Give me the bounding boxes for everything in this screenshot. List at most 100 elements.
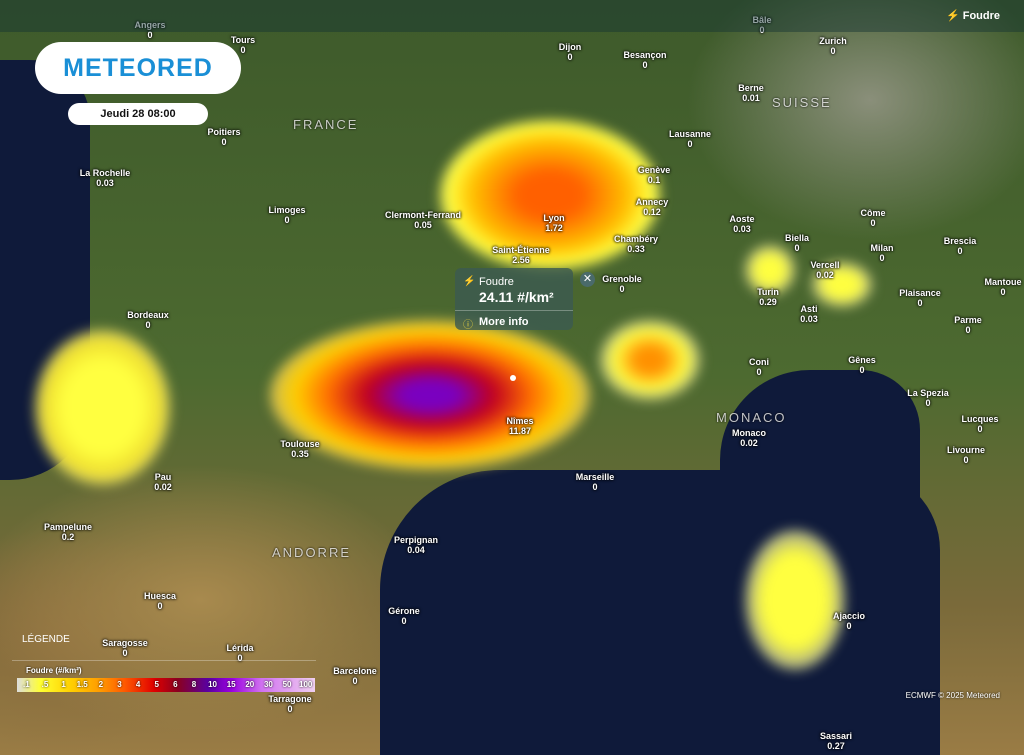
city-name: Côme: [860, 208, 886, 218]
city-value: 2.56: [512, 255, 530, 265]
city-label[interactable]: Ajaccio 0: [833, 611, 865, 631]
scale-step: 4: [135, 680, 141, 689]
city-label[interactable]: Lérida 0: [226, 643, 253, 663]
city-name: Ajaccio: [832, 611, 866, 621]
city-label[interactable]: Aoste 0.03: [729, 214, 754, 234]
city-label[interactable]: Nîmes 11.87: [506, 416, 533, 436]
city-label[interactable]: Lausanne 0: [669, 129, 711, 149]
city-value: 0: [221, 137, 227, 147]
scale-step: 100: [299, 680, 313, 689]
city-label[interactable]: Côme 0: [860, 208, 885, 228]
city-name: Gérone: [388, 606, 420, 616]
credit: ECMWF © 2025 Meteored: [905, 691, 1000, 700]
city-label[interactable]: Parme 0: [954, 315, 982, 335]
layer-selector[interactable]: ⚡ Foudre: [946, 9, 1000, 22]
storm-cell: [745, 530, 845, 670]
city-value: 0: [401, 616, 407, 626]
city-value: 0.03: [733, 224, 751, 234]
city-value: 0: [925, 398, 931, 408]
city-label[interactable]: Sassari 0.27: [820, 731, 852, 751]
city-label[interactable]: Barcelone 0: [333, 666, 377, 686]
city-name: Nîmes: [506, 416, 534, 426]
city-label[interactable]: Lyon 1.72: [543, 213, 564, 233]
more-info-link[interactable]: More info: [479, 316, 529, 328]
city-value: 0.35: [291, 449, 309, 459]
city-value: 0: [859, 365, 865, 375]
city-value: 0: [157, 601, 163, 611]
city-label[interactable]: Zurich 0: [819, 36, 847, 56]
city-label[interactable]: Grenoble 0: [602, 274, 642, 294]
city-label[interactable]: Tours 0: [231, 35, 255, 55]
city-label[interactable]: Clermont-Ferrand 0.05: [385, 210, 461, 230]
city-label[interactable]: Monaco 0.02: [732, 428, 766, 448]
city-value: 0: [240, 45, 246, 55]
city-label[interactable]: Marseille 0: [576, 472, 615, 492]
top-bar: ⚡ Foudre: [0, 0, 1024, 32]
city-label[interactable]: Pampelune 0.2: [44, 522, 92, 542]
city-label[interactable]: Gênes 0: [848, 355, 876, 375]
city-label[interactable]: Poitiers 0: [207, 127, 240, 147]
city-value: 0: [122, 648, 128, 658]
city-name: Brescia: [943, 236, 977, 246]
city-label[interactable]: Berne 0.01: [738, 83, 764, 103]
city-label[interactable]: Milan 0: [870, 243, 893, 263]
city-label[interactable]: Plaisance 0: [899, 288, 941, 308]
city-value: 0: [145, 320, 151, 330]
city-name: Saint-Étienne: [492, 245, 550, 255]
city-value: 0: [642, 60, 648, 70]
city-value: 0: [592, 482, 598, 492]
city-label[interactable]: Brescia 0: [944, 236, 977, 256]
city-value: 0: [567, 52, 573, 62]
city-label[interactable]: Tarragone 0: [268, 694, 311, 714]
city-value: 0.05: [414, 220, 432, 230]
date-time-badge[interactable]: Jeudi 28 08:00: [68, 103, 208, 125]
city-label[interactable]: Saragosse 0: [102, 638, 148, 658]
city-name: Vercell: [810, 260, 840, 270]
city-value: 0.04: [407, 545, 425, 555]
city-label[interactable]: La Rochelle 0.03: [80, 168, 131, 188]
city-label[interactable]: Bâle 0: [752, 15, 771, 35]
city-value: 0.29: [759, 297, 777, 307]
city-label[interactable]: Besançon 0: [623, 50, 666, 70]
city-label[interactable]: Huesca 0: [144, 591, 176, 611]
city-label[interactable]: Coni 0: [749, 357, 769, 377]
city-label[interactable]: Lucques 0: [961, 414, 998, 434]
city-value: 0.2: [61, 532, 75, 542]
city-label[interactable]: Gérone 0: [388, 606, 420, 626]
city-value: 0: [287, 704, 293, 714]
city-value: 0: [756, 367, 762, 377]
city-label[interactable]: Genève 0.1: [638, 165, 671, 185]
city-label[interactable]: Asti 0.03: [800, 304, 818, 324]
meteored-logo[interactable]: METEORED: [35, 42, 241, 94]
popup-value: 24.11 #/km²: [479, 289, 554, 305]
city-name: Dijon: [558, 42, 582, 52]
city-label[interactable]: La Spezia 0: [907, 388, 949, 408]
city-label[interactable]: Annecy 0.12: [636, 197, 669, 217]
city-label[interactable]: Perpignan 0.04: [394, 535, 438, 555]
storm-cell: [812, 262, 872, 307]
city-value: 0.33: [627, 244, 645, 254]
city-label[interactable]: Angers 0: [134, 20, 165, 40]
city-label[interactable]: Bordeaux 0: [127, 310, 169, 330]
city-label[interactable]: Pau 0.02: [154, 472, 172, 492]
city-label[interactable]: Vercell 0.02: [810, 260, 839, 280]
city-label[interactable]: Chambéry 0.33: [614, 234, 658, 254]
close-popup-button[interactable]: ✕: [580, 272, 595, 287]
city-name: La Spezia: [907, 388, 949, 398]
lightning-icon: ⚡: [945, 10, 963, 22]
city-label[interactable]: Turin 0.29: [757, 287, 779, 307]
city-label[interactable]: Saint-Étienne 2.56: [492, 245, 550, 265]
city-name: Tarragone: [268, 694, 312, 704]
city-value: 0.03: [96, 178, 114, 188]
storm-cell: [35, 330, 170, 485]
city-name: Plaisance: [899, 288, 941, 298]
city-label[interactable]: Limoges 0: [268, 205, 305, 225]
city-label[interactable]: Livourne 0: [947, 445, 985, 465]
city-name: Coni: [749, 357, 769, 367]
city-label[interactable]: Mantoue 0: [985, 277, 1022, 297]
scale-step: 3: [117, 680, 122, 689]
city-label[interactable]: Dijon 0: [559, 42, 582, 62]
city-label[interactable]: Toulouse 0.35: [280, 439, 319, 459]
city-label[interactable]: Biella 0: [785, 233, 809, 253]
